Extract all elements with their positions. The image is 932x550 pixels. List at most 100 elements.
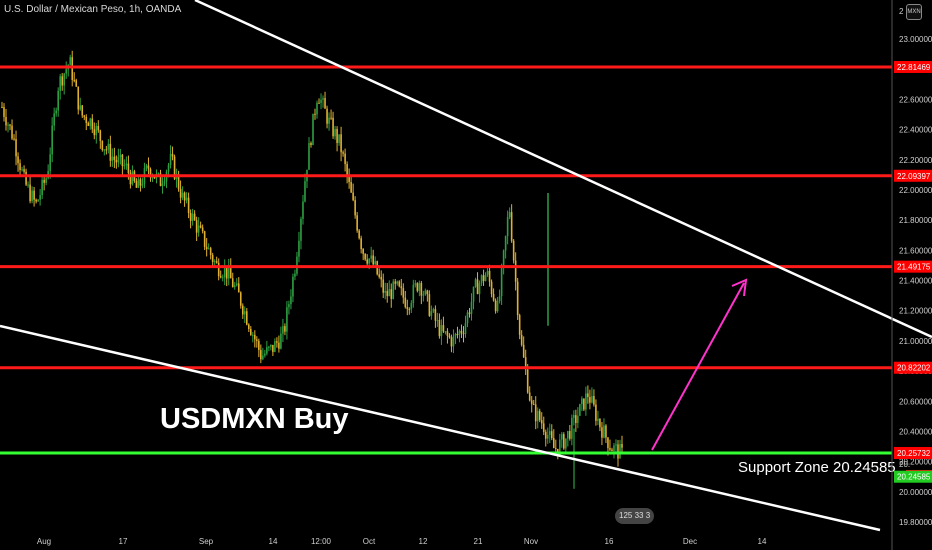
candle-body	[276, 341, 278, 343]
price-label-text: 22.09397	[897, 172, 931, 181]
tradingview-logo[interactable]: 125 33 3	[615, 508, 655, 524]
candle-body	[213, 261, 216, 263]
candle-body	[526, 369, 529, 393]
candle-body	[85, 116, 88, 123]
candle-body	[508, 212, 511, 218]
candle-body	[577, 415, 579, 423]
candle-body	[13, 138, 15, 140]
candle-body	[266, 347, 268, 354]
candle-body	[51, 125, 53, 155]
candle-body	[372, 255, 374, 265]
candle-body	[603, 425, 605, 438]
candle-body	[532, 403, 535, 405]
candle-body	[109, 143, 112, 161]
price-label-box	[894, 60, 932, 73]
currency-badge[interactable]: MXN	[906, 4, 922, 20]
candle-body	[322, 98, 324, 100]
buy-arrow[interactable]	[651, 278, 748, 451]
candle-body	[563, 434, 565, 449]
candle-body	[382, 279, 385, 293]
price-labels: 22.81469 22.09397 21.49175 20.82202 20.25732…	[894, 60, 932, 483]
candle-body	[147, 165, 150, 169]
candle-body	[203, 231, 206, 247]
candle-body	[217, 262, 220, 277]
time-tick-label: 16	[605, 537, 614, 546]
candle-body	[396, 281, 399, 284]
candle-body	[57, 90, 59, 111]
candle-body	[609, 448, 611, 450]
lower-trendline[interactable]	[0, 324, 881, 532]
price-tick-label: 22.20000	[899, 156, 932, 165]
price-tick-label: 20.00000	[899, 488, 932, 497]
candle-body	[304, 181, 306, 202]
price-tick-label: 20.20000	[899, 458, 932, 467]
candle-body	[41, 179, 43, 196]
candle-body	[414, 283, 417, 285]
candle-body	[260, 350, 262, 360]
candle-body	[282, 326, 284, 334]
candle-body	[77, 86, 80, 110]
candle-body	[73, 80, 76, 82]
candle-body	[11, 125, 13, 139]
candle-body	[93, 129, 96, 136]
candle-body	[199, 225, 202, 228]
candle-body	[27, 184, 29, 186]
candle-body	[585, 393, 587, 410]
candle-body	[571, 417, 573, 439]
price-label-text: 20.25732	[897, 449, 931, 458]
candle-body	[121, 154, 124, 166]
candle-body	[394, 281, 397, 284]
candle-body	[352, 192, 354, 201]
candle-body	[587, 393, 589, 398]
candle-body	[103, 149, 106, 151]
candle-body	[334, 129, 336, 137]
candle-body	[292, 276, 294, 297]
time-axis[interactable]: Aug 17 Sep 14 12:00 Oct 12 21 Nov 16 Dec 14	[37, 537, 767, 546]
candle-body	[390, 289, 393, 299]
candle-body	[400, 286, 403, 289]
candle-body	[231, 278, 234, 288]
candle-body	[127, 163, 130, 174]
candle-body	[579, 404, 581, 416]
candle-body	[476, 279, 479, 295]
candle-body	[312, 113, 314, 146]
candle-body	[514, 260, 517, 282]
price-tick-label-partial: 2	[899, 7, 904, 16]
candle-body	[340, 134, 342, 153]
candle-body	[386, 290, 389, 297]
candle-body	[326, 108, 328, 124]
candle-body	[243, 311, 246, 315]
candle-body	[39, 195, 41, 200]
candle-body	[221, 277, 224, 279]
trendlines	[0, 0, 932, 532]
candle-body	[448, 335, 451, 338]
candle-body	[544, 431, 547, 439]
time-tick-label: 12	[419, 537, 428, 546]
candle-body	[348, 176, 350, 183]
price-tick-label: 21.40000	[899, 277, 932, 286]
candle-body	[494, 300, 497, 312]
upper-trendline[interactable]	[194, 0, 932, 339]
candle-body	[420, 283, 423, 296]
candle-body	[262, 355, 264, 360]
candle-body	[466, 312, 469, 324]
candle-body	[211, 255, 214, 262]
price-axis[interactable]: 19.80000 20.00000 20.20000 20.40000 20.60000…	[891, 0, 932, 550]
candle-body	[424, 290, 427, 295]
candle-body	[115, 160, 118, 163]
candle-body	[534, 404, 537, 422]
candle-body	[436, 320, 439, 322]
candle-body	[59, 76, 61, 91]
candle-body	[344, 153, 346, 165]
price-tick-label: 21.00000	[899, 337, 932, 346]
candle-body	[434, 309, 437, 321]
candle-body	[440, 325, 443, 337]
candle-body	[15, 139, 17, 157]
green-label-text: 20.24585	[897, 473, 931, 482]
candle-body	[139, 179, 142, 186]
candle-body	[111, 156, 114, 161]
candle-body	[215, 261, 218, 263]
candle-body	[149, 168, 152, 178]
candle-body	[589, 397, 591, 403]
